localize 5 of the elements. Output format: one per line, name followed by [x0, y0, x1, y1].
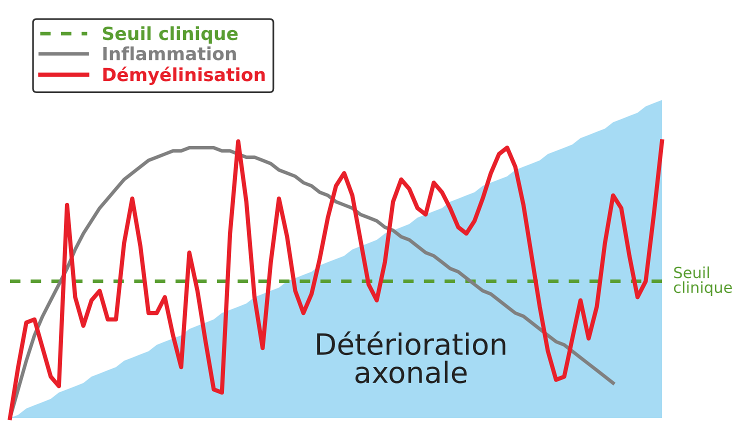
text: Seuil clinique — [674, 266, 732, 296]
annotation: Détérioration axonale — [317, 331, 506, 384]
legend-label: Seuil clinique — [102, 26, 238, 44]
legend-label: Démyélinisation — [103, 66, 265, 85]
legend-label: Inflammation — [103, 46, 236, 60]
